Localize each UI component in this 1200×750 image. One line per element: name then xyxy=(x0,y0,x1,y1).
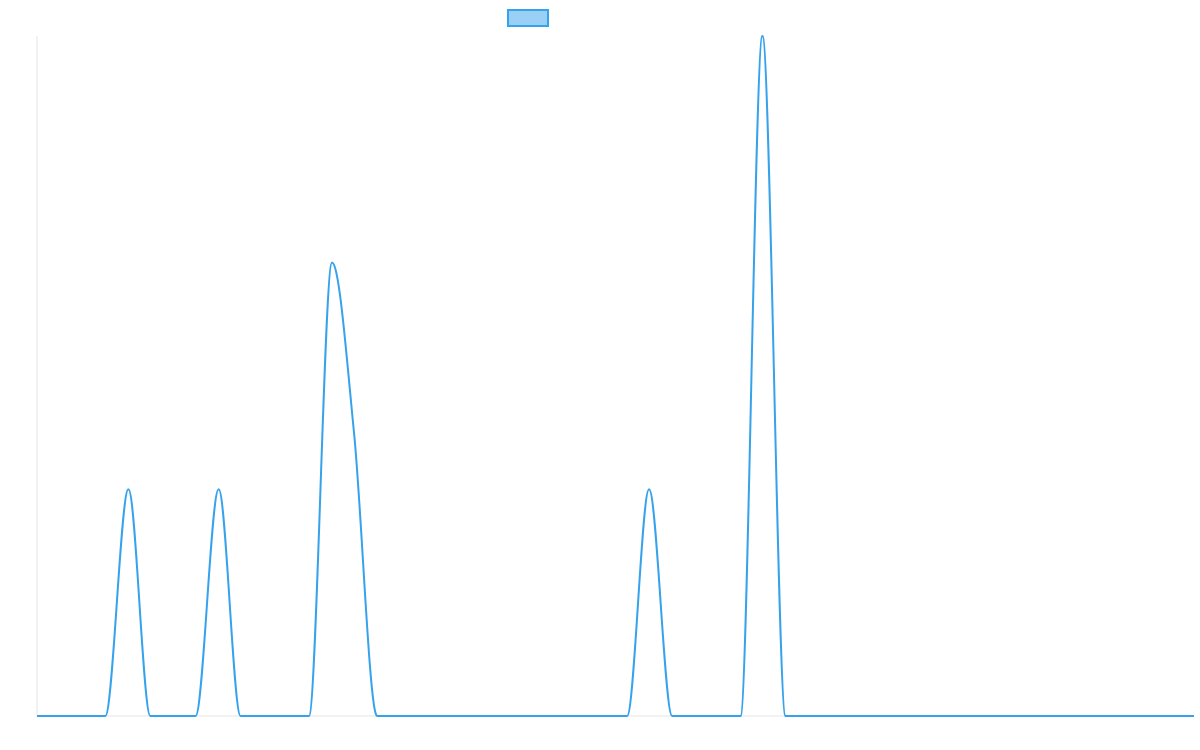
legend-swatch[interactable] xyxy=(507,9,549,27)
series-layer xyxy=(37,35,1194,718)
axes xyxy=(36,36,1194,717)
legend xyxy=(507,9,549,27)
series-line[interactable] xyxy=(37,35,1194,718)
